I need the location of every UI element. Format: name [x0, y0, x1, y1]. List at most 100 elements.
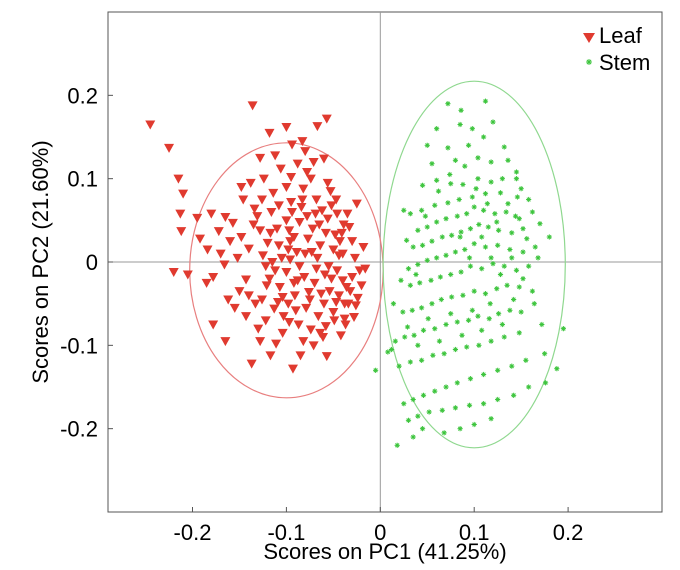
data-point-stem	[464, 344, 470, 350]
data-point-stem	[509, 255, 515, 261]
data-point-stem	[464, 211, 470, 217]
data-point-leaf	[292, 159, 303, 169]
data-point-leaf	[342, 209, 353, 219]
data-point-leaf	[358, 243, 369, 252]
data-point-leaf	[329, 316, 340, 326]
data-point-leaf	[272, 298, 283, 307]
data-point-leaf	[304, 295, 315, 305]
data-point-leaf	[309, 278, 320, 288]
data-point-leaf	[294, 218, 305, 227]
data-point-stem	[535, 255, 541, 261]
data-point-leaf	[321, 352, 332, 362]
data-point-stem	[526, 384, 532, 390]
data-point-stem	[448, 271, 454, 278]
data-point-leaf	[264, 274, 275, 284]
data-point-leaf	[252, 212, 263, 222]
data-point-leaf	[247, 101, 258, 111]
data-point-stem	[505, 157, 511, 163]
data-point-leaf	[330, 230, 341, 240]
data-point-stem	[411, 332, 417, 338]
data-point-leaf	[344, 223, 355, 232]
data-point-leaf	[273, 241, 284, 251]
data-point-stem	[471, 421, 477, 428]
data-point-leaf	[286, 198, 297, 207]
data-point-stem	[505, 201, 511, 207]
data-point-leaf	[201, 278, 212, 288]
data-point-leaf	[347, 273, 358, 282]
data-point-stem	[465, 317, 472, 323]
data-point-leaf	[278, 312, 289, 322]
data-point-stem	[437, 274, 443, 280]
data-point-stem	[429, 238, 435, 244]
data-point-leaf	[301, 303, 312, 313]
data-point-leaf	[284, 226, 295, 236]
data-point-stem	[419, 305, 425, 311]
data-point-leaf	[265, 351, 276, 361]
data-point-leaf	[303, 288, 314, 297]
data-point-stem	[396, 363, 402, 369]
data-point-leaf	[168, 268, 179, 277]
data-point-leaf	[320, 228, 331, 238]
data-point-stem	[496, 227, 502, 233]
data-point-stem	[516, 216, 522, 222]
data-point-stem	[419, 207, 425, 213]
series-leaf	[145, 101, 371, 374]
data-point-stem	[504, 282, 510, 288]
data-point-stem	[475, 155, 481, 161]
data-point-leaf	[236, 183, 247, 192]
data-point-stem	[410, 244, 416, 250]
data-point-leaf	[243, 244, 254, 254]
data-point-leaf	[284, 318, 295, 327]
data-point-stem	[560, 326, 567, 332]
data-point-leaf	[298, 184, 309, 194]
data-point-leaf	[234, 287, 245, 297]
data-point-leaf	[307, 224, 318, 234]
data-point-leaf	[349, 313, 360, 322]
data-point-stem	[492, 211, 498, 217]
x-tick-label: 0.2	[553, 520, 584, 545]
data-point-stem	[434, 126, 440, 132]
data-point-leaf	[352, 293, 363, 303]
data-point-stem	[516, 330, 522, 336]
data-point-leaf	[356, 281, 367, 291]
data-point-stem	[466, 402, 473, 408]
data-point-stem	[407, 282, 413, 288]
data-point-leaf	[269, 304, 280, 314]
data-point-stem	[529, 288, 536, 294]
data-point-stem	[512, 213, 519, 219]
data-point-stem	[479, 266, 485, 272]
data-point-leaf	[303, 234, 314, 244]
legend: Leaf Stem	[583, 23, 650, 75]
data-point-stem	[482, 191, 489, 197]
data-point-leaf	[290, 306, 301, 316]
data-point-stem	[452, 405, 459, 411]
data-point-stem	[449, 232, 455, 238]
legend-label-leaf: Leaf	[599, 23, 643, 48]
data-point-stem	[457, 426, 463, 432]
data-point-stem	[507, 246, 513, 253]
data-point-stem	[438, 296, 444, 303]
data-point-leaf	[335, 331, 346, 341]
data-point-leaf	[322, 178, 333, 188]
data-point-leaf	[350, 301, 361, 311]
data-point-stem	[467, 263, 474, 269]
data-point-stem	[403, 237, 410, 243]
data-point-stem	[432, 388, 438, 394]
data-point-leaf	[297, 195, 308, 205]
data-point-stem	[429, 161, 435, 167]
data-point-leaf	[339, 299, 350, 309]
data-point-stem	[488, 338, 494, 344]
data-point-leaf	[243, 291, 254, 301]
data-point-stem	[441, 351, 447, 357]
data-point-stem	[400, 309, 406, 315]
data-point-stem	[409, 307, 415, 313]
data-point-leaf	[258, 174, 269, 184]
data-point-stem	[479, 234, 485, 240]
data-point-stem	[501, 144, 507, 150]
data-point-leaf	[345, 287, 356, 297]
data-point-leaf	[260, 316, 271, 326]
data-point-leaf	[287, 208, 298, 217]
y-tick-label: 0.2	[67, 83, 98, 108]
data-point-stem	[457, 121, 463, 128]
data-point-stem	[514, 194, 520, 200]
